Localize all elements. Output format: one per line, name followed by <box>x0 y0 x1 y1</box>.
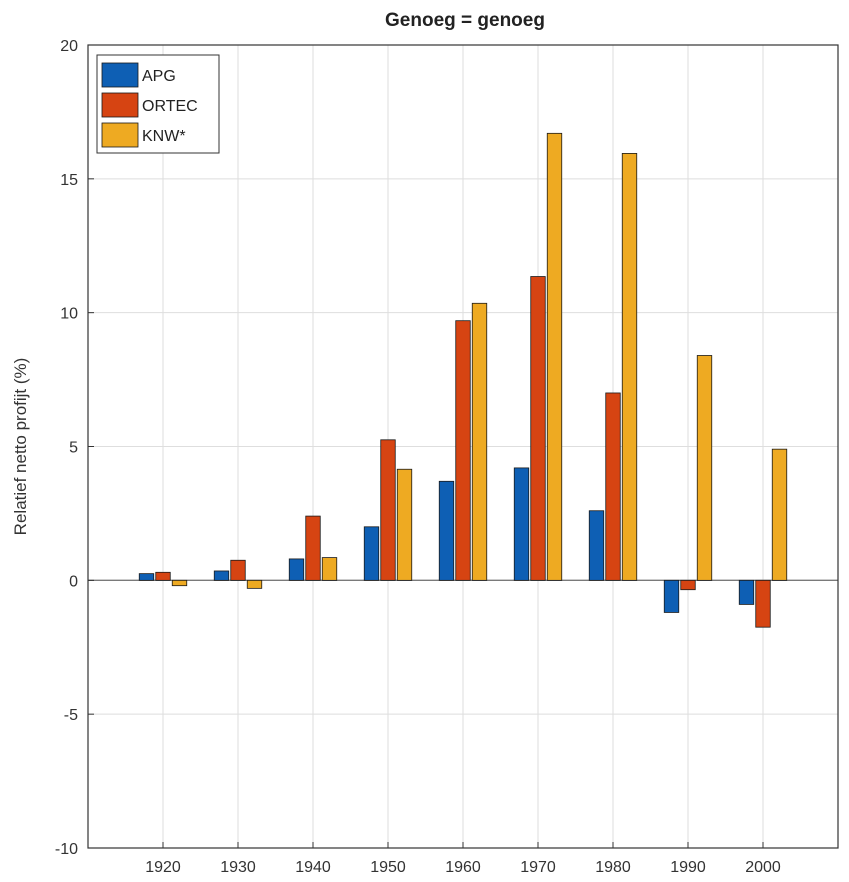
bar-ortec-1940 <box>305 515 321 581</box>
legend-swatch-apg <box>101 62 139 88</box>
y-tick-label: 0 <box>69 573 78 590</box>
bar-knw-1970 <box>546 132 563 581</box>
y-axis-label: Relatief netto profijt (%) <box>11 358 30 536</box>
x-axis-ticks: 1920 1930 1940 1950 1960 1970 1980 1990 2000 <box>145 842 781 876</box>
bar-ortec-1950 <box>380 439 396 581</box>
bar-apg-1970 <box>513 467 530 581</box>
bar-knw-1980 <box>621 153 638 581</box>
bar-apg-1920 <box>138 573 155 581</box>
bar-ortec-1960 <box>455 320 471 581</box>
bar-knw-1940 <box>321 557 338 581</box>
bars <box>138 132 788 628</box>
x-tick-label: 1990 <box>670 859 706 876</box>
bar-knw-1960 <box>471 302 488 581</box>
x-tick-label: 1970 <box>520 859 556 876</box>
x-tick-label: 2000 <box>745 859 781 876</box>
legend: APG ORTEC KNW* <box>96 54 220 154</box>
bar-apg-1940 <box>288 558 305 581</box>
y-tick-label: -5 <box>64 707 78 724</box>
bar-ortec-1920 <box>155 571 171 581</box>
bar-apg-1960 <box>438 480 455 581</box>
x-tick-label: 1950 <box>370 859 406 876</box>
bar-knw-1990 <box>696 355 713 581</box>
x-tick-label: 1930 <box>220 859 256 876</box>
y-tick-label: -10 <box>55 841 78 858</box>
legend-swatch-knw <box>101 122 139 148</box>
bar-knw-2000 <box>771 448 788 581</box>
y-tick-label: 15 <box>60 172 78 189</box>
bar-apg-1930 <box>213 570 230 581</box>
chart-title: Genoeg = genoeg <box>385 10 545 31</box>
legend-label-apg: APG <box>142 68 176 85</box>
bar-apg-1990 <box>663 579 680 613</box>
legend-label-knw: KNW* <box>142 128 186 145</box>
y-tick-label: 5 <box>69 440 78 457</box>
x-tick-label: 1940 <box>295 859 331 876</box>
legend-label-ortec: ORTEC <box>142 98 198 115</box>
bar-ortec-1990 <box>680 579 696 591</box>
y-axis-ticks: -10 -5 0 5 10 15 20 <box>55 38 94 858</box>
bar-apg-1950 <box>363 526 380 581</box>
y-tick-label: 10 <box>60 306 78 323</box>
bar-apg-1980 <box>588 510 605 581</box>
bar-ortec-1980 <box>605 392 621 581</box>
bar-ortec-1930 <box>230 559 246 581</box>
bar-knw-1930 <box>246 579 263 589</box>
bar-knw-1950 <box>396 468 413 581</box>
x-tick-label: 1960 <box>445 859 481 876</box>
y-tick-label: 20 <box>60 38 78 55</box>
bar-knw-1920 <box>171 579 188 587</box>
bar-apg-2000 <box>738 579 755 605</box>
legend-swatch-ortec <box>101 92 139 118</box>
x-tick-label: 1980 <box>595 859 631 876</box>
bar-ortec-2000 <box>755 579 771 628</box>
x-tick-label: 1920 <box>145 859 181 876</box>
bar-ortec-1970 <box>530 276 546 581</box>
